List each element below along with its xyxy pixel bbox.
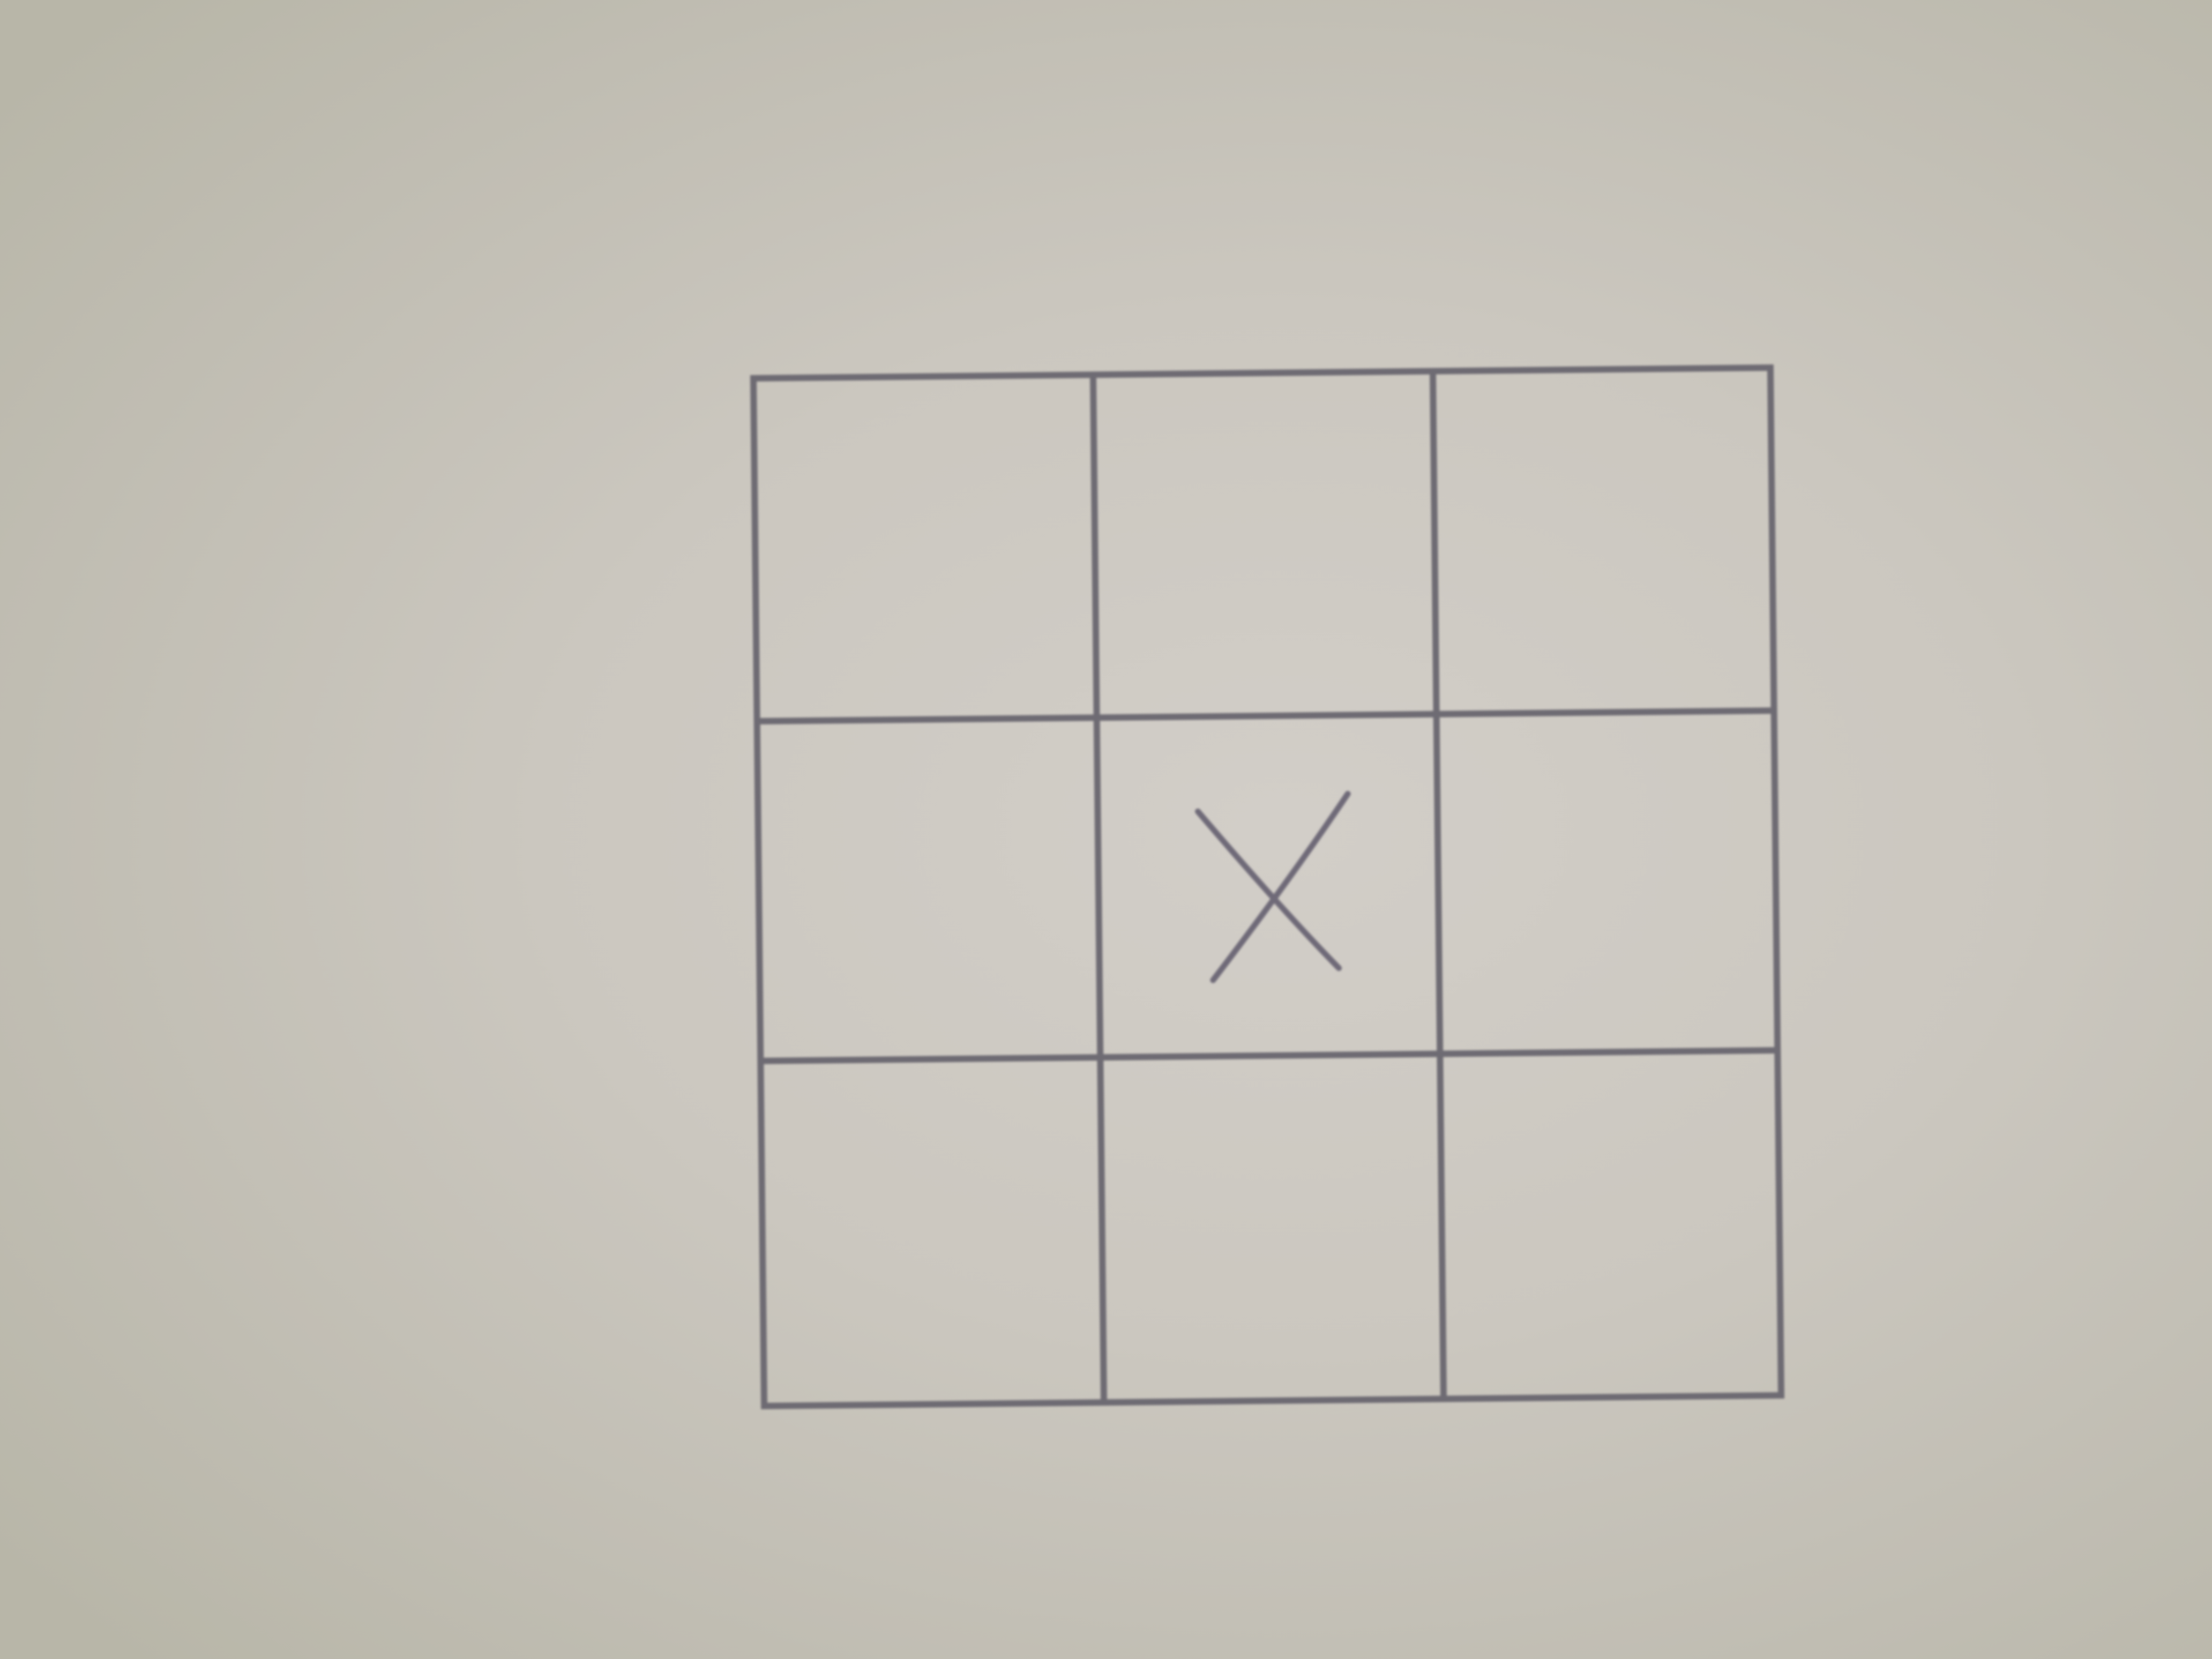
x-mark-icon: [1195, 790, 1351, 983]
board-cell-0-0[interactable]: [758, 379, 1093, 716]
board-cell-1-0[interactable]: [761, 722, 1096, 1056]
grid-line-horizontal-2: [757, 1047, 1781, 1064]
tic-tac-toe-board: [750, 364, 1785, 1409]
board-cell-1-1[interactable]: [1101, 719, 1436, 1053]
board-cell-0-2[interactable]: [1437, 372, 1770, 709]
board-cell-2-1[interactable]: [1104, 1058, 1439, 1398]
board-cell-1-2[interactable]: [1441, 715, 1773, 1049]
board-border: [750, 364, 1785, 1409]
board-drawing: [750, 364, 1785, 1409]
board-cell-0-1[interactable]: [1097, 376, 1432, 713]
board-cell-2-0[interactable]: [765, 1062, 1100, 1401]
grid-line-horizontal-1: [753, 707, 1777, 724]
grid-line-vertical-1: [1089, 371, 1108, 1406]
board-cell-2-2[interactable]: [1444, 1055, 1777, 1394]
grid-line-vertical-2: [1429, 368, 1447, 1402]
